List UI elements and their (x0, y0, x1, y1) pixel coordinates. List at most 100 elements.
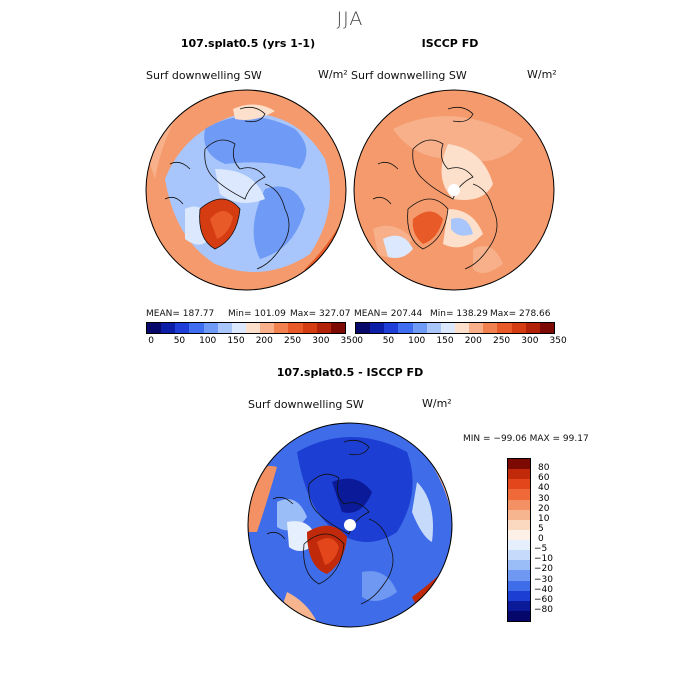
colorbar-tick-label: 250 (492, 336, 511, 346)
panel1-coastlines (164, 106, 290, 270)
colorbar-swatch (508, 529, 530, 540)
colorbar-swatch (508, 509, 530, 520)
colorbar-swatch (483, 323, 498, 333)
colorbar-swatch (508, 540, 530, 551)
colorbar-swatch (356, 323, 371, 333)
colorbar-tick-label: 0 (538, 534, 544, 544)
colorbar-swatch (440, 323, 455, 333)
colorbar-tick-label: 300 (521, 336, 539, 346)
colorbar-tick-label: 10 (538, 513, 550, 524)
colorbar-tick-label: −60 (534, 594, 553, 605)
panel1-units: W/m² (318, 68, 348, 81)
colorbar-tick-label: 150 (436, 336, 454, 346)
colorbar-tick-label: 20 (538, 503, 550, 514)
colorbar-tick-label: 200 (464, 336, 482, 346)
diff-polar-gap (344, 519, 356, 531)
colorbar-swatch (412, 323, 427, 333)
colorbar-swatch (260, 323, 275, 333)
colorbar-swatch (508, 550, 530, 561)
colorbar-tick-label: 250 (283, 336, 302, 346)
colorbar-tick-label: 5 (538, 523, 544, 534)
colorbar-swatch (508, 560, 530, 571)
colorbar-swatch (525, 323, 540, 333)
colorbar-tick-label: 80 (538, 463, 550, 474)
figure-title: JJA (336, 8, 364, 30)
colorbar-tick-label: 50 (382, 336, 395, 346)
colorbar-swatch (302, 323, 317, 333)
colorbar-swatch (508, 459, 530, 470)
colorbar-swatch (161, 323, 176, 333)
panel1-max: Max= 327.07 (290, 309, 351, 319)
panel1-colorbar-ticks: 0 50 100 150 200 250 300 350 (146, 336, 357, 348)
panel1-mean: MEAN= 187.77 (146, 309, 215, 319)
panel2-colorbar (355, 322, 555, 334)
panel2-coastlines (372, 106, 498, 270)
colorbar-swatch (330, 323, 345, 333)
colorbar-tick-label: −80 (534, 604, 553, 615)
diff-colorbar-ticks: 80 60 40 30 20 10 5 0 −5 −10 −20 −30 −40 −60 −80 (534, 458, 574, 620)
colorbar-swatch (175, 323, 190, 333)
colorbar-tick-label: 50 (173, 336, 186, 346)
colorbar-swatch (508, 489, 530, 500)
colorbar-swatch (384, 323, 399, 333)
colorbar-swatch (469, 323, 484, 333)
colorbar-swatch (203, 323, 218, 333)
panel2-min: Min= 138.29 (430, 309, 488, 319)
panel1-polar-map (145, 89, 347, 291)
colorbar-tick-label: 0 (148, 336, 155, 346)
colorbar-swatch (398, 323, 413, 333)
colorbar-swatch (454, 323, 470, 333)
diff-coastlines (266, 439, 394, 605)
colorbar-tick-label: −30 (534, 574, 553, 585)
panel1-min: Min= 101.09 (228, 309, 286, 319)
panel2-units: W/m² (527, 68, 557, 81)
colorbar-tick-label: 300 (312, 336, 330, 346)
colorbar-tick-label: −20 (534, 564, 553, 575)
diff-polar-map (247, 422, 453, 628)
colorbar-swatch (511, 323, 526, 333)
colorbar-swatch (539, 323, 554, 333)
colorbar-swatch (147, 323, 162, 333)
colorbar-swatch (245, 323, 261, 333)
colorbar-swatch (508, 580, 530, 591)
colorbar-swatch (508, 479, 530, 490)
colorbar-swatch (231, 323, 246, 333)
panel1-colorbar (146, 322, 346, 334)
diff-colorbar (507, 458, 531, 622)
colorbar-swatch (508, 499, 530, 510)
panel2-mean: MEAN= 207.44 (354, 309, 423, 319)
colorbar-tick-label: 60 (538, 473, 550, 484)
colorbar-tick-label: −5 (534, 544, 548, 555)
colorbar-swatch (508, 610, 530, 621)
colorbar-swatch (497, 323, 512, 333)
diff-panel-title: 107.splat0.5 - ISCCP FD (276, 366, 424, 379)
colorbar-tick-label: −40 (534, 584, 553, 595)
panel2-max: Max= 278.66 (490, 309, 551, 319)
colorbar-swatch (508, 519, 530, 530)
panel1-title: 107.splat0.5 (yrs 1-1) (180, 37, 316, 50)
panel2-polar-gap (448, 184, 460, 196)
diff-panel-units: W/m² (422, 397, 452, 410)
colorbar-swatch (508, 590, 530, 601)
colorbar-tick-label: −10 (534, 554, 553, 565)
colorbar-swatch (508, 600, 530, 611)
colorbar-swatch (370, 323, 385, 333)
colorbar-swatch (217, 323, 232, 333)
colorbar-tick-label: 200 (255, 336, 273, 346)
panel2-variable-label: Surf downwelling SW (351, 69, 467, 82)
panel2-colorbar-ticks: 0 50 100 150 200 250 300 350 (355, 336, 566, 348)
panel1-variable-label: Surf downwelling SW (146, 69, 262, 82)
panel2-greenland-high (412, 211, 443, 244)
colorbar-tick-label: 30 (538, 493, 550, 504)
colorbar-swatch (426, 323, 441, 333)
colorbar-swatch (274, 323, 289, 333)
colorbar-tick-label: 0 (357, 336, 364, 346)
panel2-title: ISCCP FD (421, 37, 479, 50)
colorbar-swatch (508, 469, 530, 480)
colorbar-tick-label: 100 (408, 336, 426, 346)
colorbar-tick-label: 350 (340, 336, 358, 346)
diff-panel-minmax: MIN = −99.06 MAX = 99.17 (463, 434, 589, 444)
colorbar-swatch (288, 323, 303, 333)
colorbar-swatch (316, 323, 331, 333)
colorbar-tick-label: 40 (538, 483, 550, 494)
